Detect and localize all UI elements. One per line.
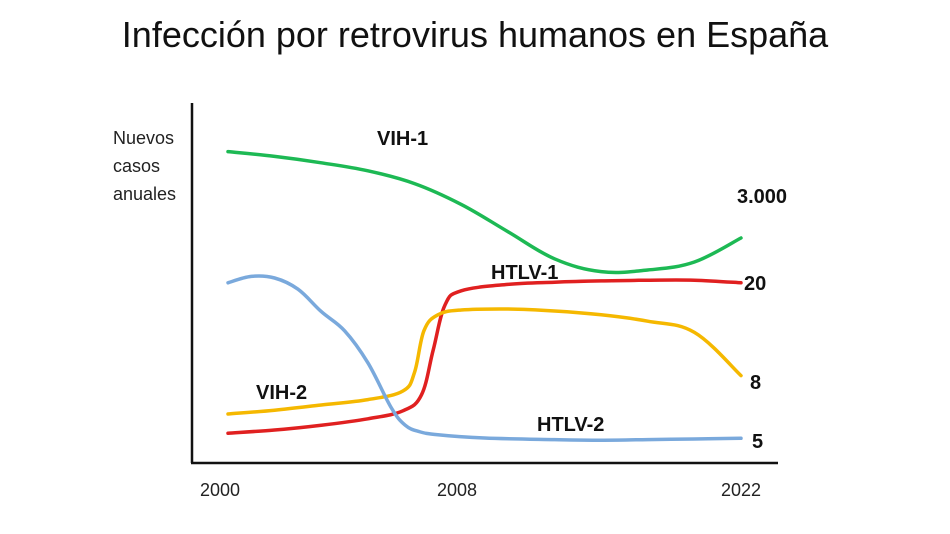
x-tick-label-2000: 2000 bbox=[200, 480, 240, 500]
series-line-vih-2 bbox=[226, 307, 743, 416]
series-line-vih-1 bbox=[226, 149, 743, 275]
series-label-htlv-1: HTLV-1 bbox=[491, 262, 558, 284]
series-line-htlv-1 bbox=[226, 278, 743, 435]
y-axis-label: Nuevos casos anuales bbox=[113, 124, 176, 208]
end-value-label-vih-2: 8 bbox=[750, 372, 761, 394]
y-axis-label-line: casos bbox=[113, 156, 161, 176]
x-tick-label-2022: 2022 bbox=[721, 480, 761, 500]
y-axis-label-line: anuales bbox=[113, 184, 177, 204]
series-label-htlv-2: HTLV-2 bbox=[537, 414, 604, 436]
series-line-htlv-2 bbox=[226, 274, 743, 442]
end-value-label-htlv-2: 5 bbox=[752, 431, 763, 453]
chart-title: Infección por retrovirus humanos en Espa… bbox=[121, 14, 829, 55]
x-tick-label-2008: 2008 bbox=[437, 480, 477, 500]
series-label-vih-1: VIH-1 bbox=[377, 128, 428, 150]
y-axis-label-line: Nuevos bbox=[113, 128, 175, 148]
end-value-label-htlv-1: 20 bbox=[744, 273, 766, 295]
series-label-vih-2: VIH-2 bbox=[256, 382, 307, 404]
end-value-label-vih-1: 3.000 bbox=[737, 186, 787, 208]
